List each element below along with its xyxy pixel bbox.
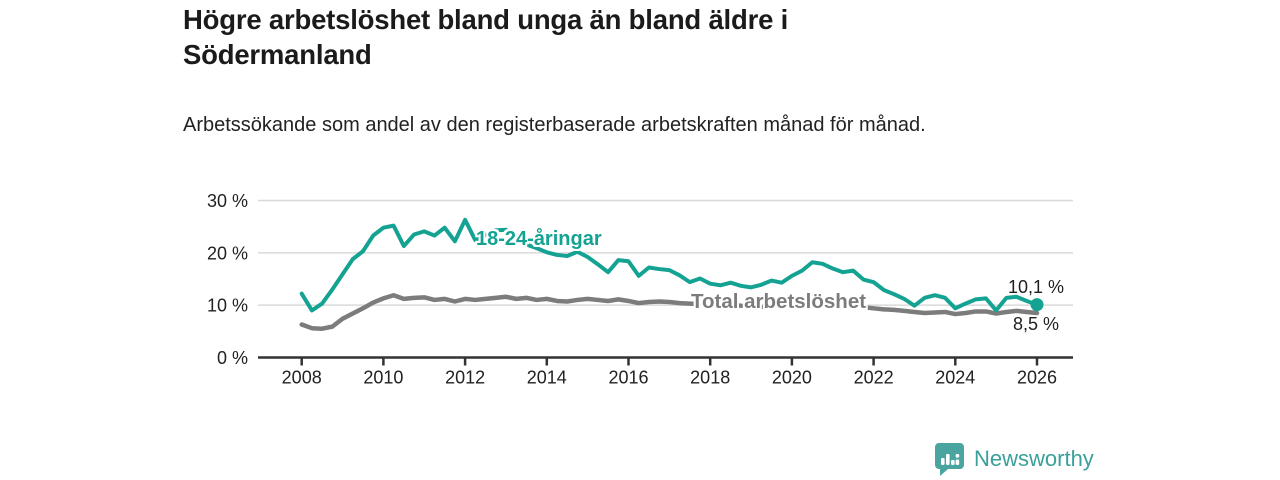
- newsworthy-brand-link[interactable]: Newsworthy: [934, 442, 1094, 476]
- x-tick-label: 2010: [363, 367, 403, 387]
- end-value-label-18-24: 10,1 %: [1008, 277, 1065, 297]
- y-tick-label: 10 %: [207, 296, 248, 316]
- x-tick-label: 2012: [445, 367, 485, 387]
- series-end-dot: [1030, 298, 1044, 312]
- series-label-18-24: 18-24-åringar: [476, 228, 602, 250]
- x-tick-label: 2026: [1017, 367, 1057, 387]
- x-tick-label: 2024: [935, 367, 975, 387]
- series-line-total: [299, 292, 1040, 331]
- y-tick-label: 30 %: [207, 191, 248, 211]
- chart-title: Högre arbetslöshet bland unga än bland ä…: [183, 4, 789, 70]
- x-tick-label: 2018: [690, 367, 730, 387]
- end-value-label-total: 8,5 %: [1013, 314, 1060, 334]
- y-tick-label: 20 %: [207, 243, 248, 263]
- chart-subtitle: Arbetssökande som andel av den registerb…: [183, 114, 926, 136]
- x-tick-label: 2014: [527, 367, 567, 387]
- x-tick-label: 2016: [608, 367, 648, 387]
- y-tick-label: 0 %: [217, 348, 248, 368]
- series-line-18-24: [299, 217, 1039, 313]
- series-label-total: Total arbetslöshet: [691, 290, 867, 313]
- x-tick-label: 2022: [854, 367, 894, 387]
- newsworthy-logo-icon: [935, 443, 964, 476]
- x-tick-label: 2008: [282, 367, 322, 387]
- x-tick-label: 2020: [772, 367, 812, 387]
- newsworthy-logo-text: Newsworthy: [974, 446, 1094, 471]
